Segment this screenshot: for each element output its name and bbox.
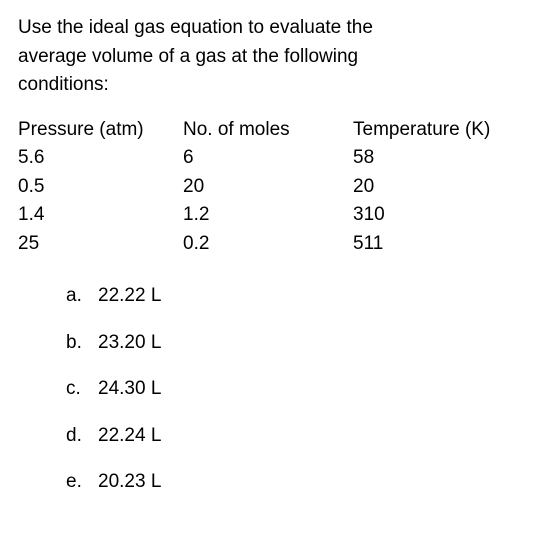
table-row: 25 0.2 511 [18,230,524,259]
table-row: 0.5 20 20 [18,173,524,202]
table-row: 5.6 6 58 [18,144,524,173]
cell-moles: 0.2 [183,230,353,259]
option-text: 22.22 L [98,282,161,311]
cell-moles: 1.2 [183,201,353,230]
header-pressure: Pressure (atm) [18,116,183,145]
table-row: 1.4 1.2 310 [18,201,524,230]
cell-temperature: 511 [353,230,524,259]
option-e[interactable]: e. 20.23 L [66,468,524,497]
cell-pressure: 25 [18,230,183,259]
option-text: 23.20 L [98,329,161,358]
option-d[interactable]: d. 22.24 L [66,422,524,451]
question-line: conditions: [18,71,524,100]
question-prompt: Use the ideal gas equation to evaluate t… [18,14,524,100]
option-a[interactable]: a. 22.22 L [66,282,524,311]
answer-options: a. 22.22 L b. 23.20 L c. 24.30 L d. 22.2… [18,282,524,497]
option-letter: a. [66,282,98,311]
option-b[interactable]: b. 23.20 L [66,329,524,358]
question-line: Use the ideal gas equation to evaluate t… [18,14,524,43]
option-text: 22.24 L [98,422,161,451]
cell-moles: 6 [183,144,353,173]
cell-temperature: 20 [353,173,524,202]
option-letter: b. [66,329,98,358]
cell-pressure: 1.4 [18,201,183,230]
cell-pressure: 0.5 [18,173,183,202]
question-line: average volume of a gas at the following [18,43,524,72]
header-temperature: Temperature (K) [353,116,524,145]
option-c[interactable]: c. 24.30 L [66,375,524,404]
option-letter: d. [66,422,98,451]
cell-pressure: 5.6 [18,144,183,173]
option-letter: e. [66,468,98,497]
option-text: 24.30 L [98,375,161,404]
option-text: 20.23 L [98,468,161,497]
header-moles: No. of moles [183,116,353,145]
cell-temperature: 310 [353,201,524,230]
conditions-table: Pressure (atm) No. of moles Temperature … [18,116,524,259]
cell-temperature: 58 [353,144,524,173]
table-header-row: Pressure (atm) No. of moles Temperature … [18,116,524,145]
cell-moles: 20 [183,173,353,202]
option-letter: c. [66,375,98,404]
